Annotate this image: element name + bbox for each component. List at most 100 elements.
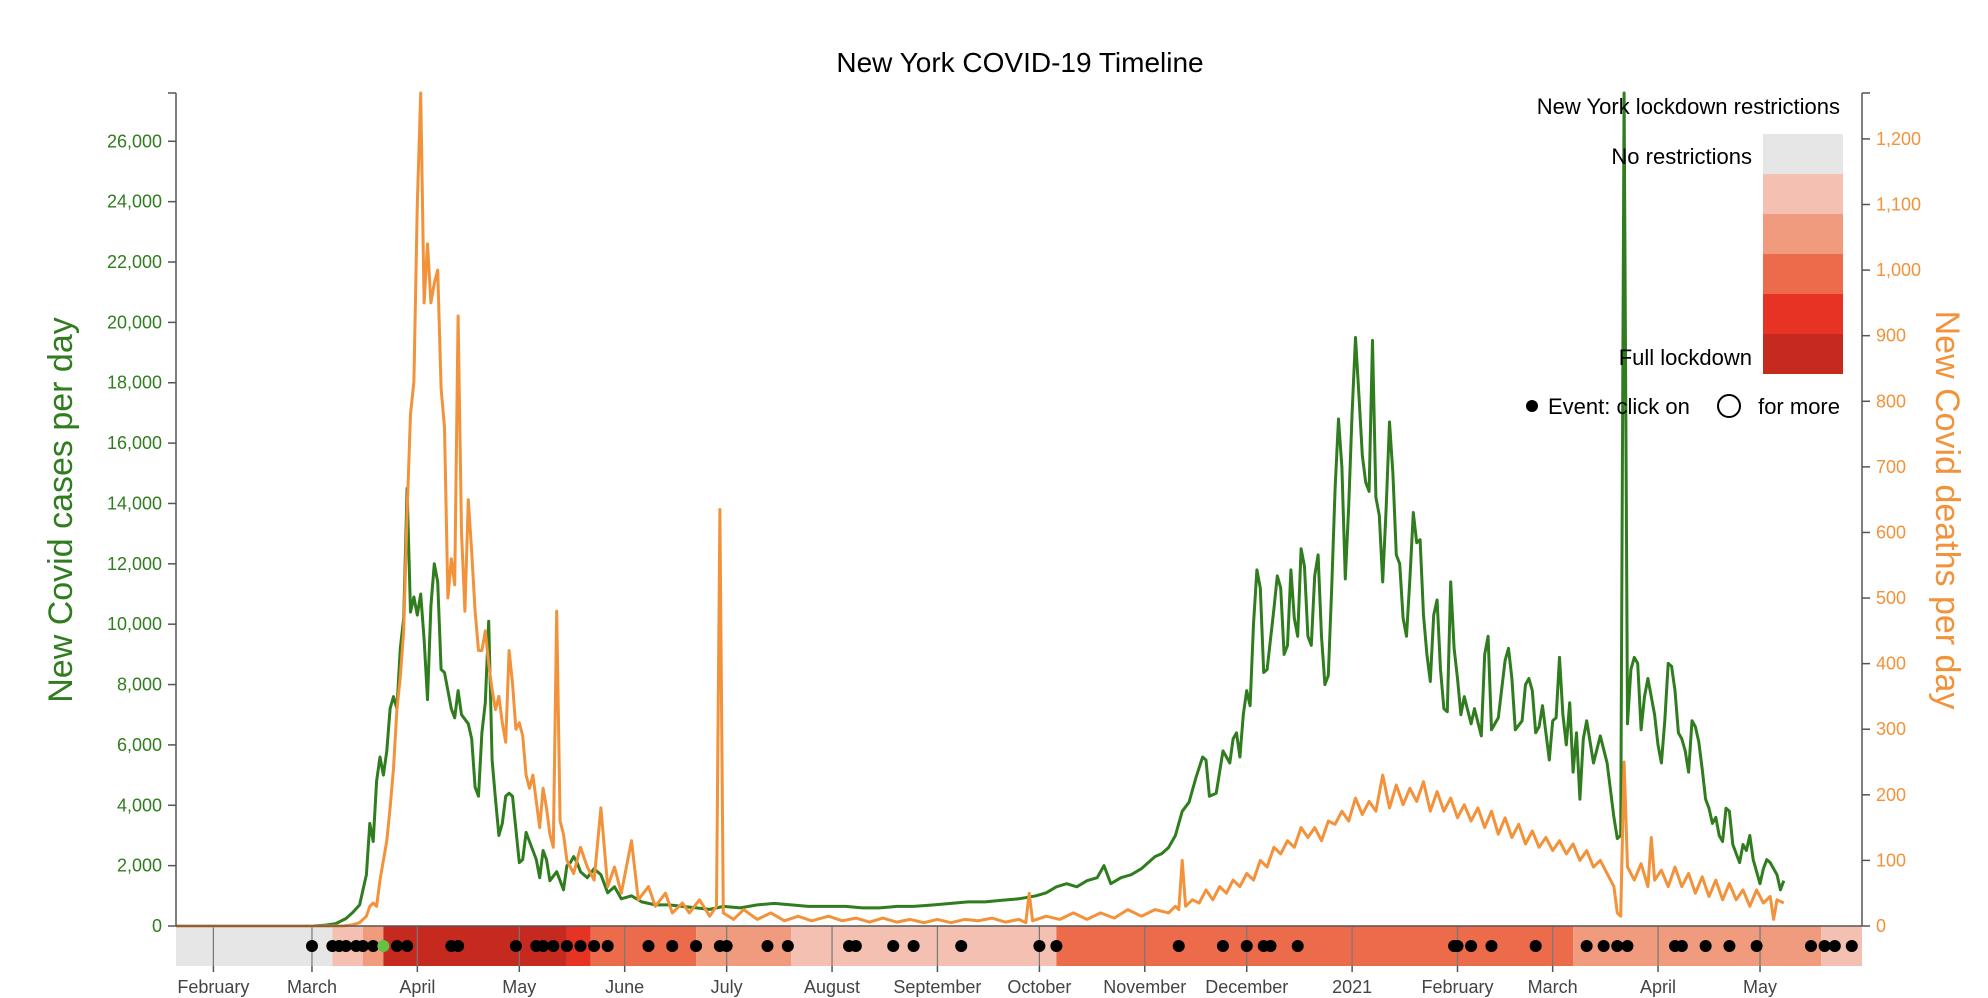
- event-marker[interactable]: [305, 940, 318, 952]
- event-marker[interactable]: [1216, 940, 1229, 952]
- event-marker[interactable]: [356, 940, 369, 952]
- event-marker[interactable]: [339, 940, 352, 952]
- event-marker[interactable]: [720, 940, 733, 952]
- legend-event-dot: [1526, 400, 1538, 412]
- x-tick-label: May: [502, 977, 536, 997]
- event-marker[interactable]: [1264, 940, 1277, 952]
- event-marker[interactable]: [642, 940, 655, 952]
- event-marker[interactable]: [377, 940, 390, 952]
- x-tick-label: May: [1743, 977, 1777, 997]
- event-marker[interactable]: [1050, 940, 1063, 952]
- left-tick-label: 8,000: [117, 675, 162, 695]
- event-marker[interactable]: [1485, 940, 1498, 952]
- right-tick-label: 300: [1876, 719, 1906, 739]
- left-tick-label: 22,000: [107, 252, 162, 272]
- right-tick-label: 500: [1876, 588, 1906, 608]
- left-tick-label: 0: [152, 916, 162, 936]
- event-marker[interactable]: [1240, 940, 1253, 952]
- x-axis: February March April May June July August Septe…: [176, 925, 1862, 997]
- event-marker[interactable]: [574, 940, 587, 952]
- right-tick-label: 900: [1876, 326, 1906, 346]
- lockdown-band-segment: [696, 926, 792, 966]
- event-marker[interactable]: [560, 940, 573, 952]
- right-tick-label: 1,000: [1876, 260, 1921, 280]
- right-tick-label: 1,100: [1876, 195, 1921, 215]
- event-marker[interactable]: [1597, 940, 1610, 952]
- event-marker[interactable]: [849, 940, 862, 952]
- legend-swatch: [1763, 294, 1843, 334]
- x-tick-label: March: [287, 977, 337, 997]
- event-marker[interactable]: [955, 940, 968, 952]
- cases-series-line: [176, 91, 1786, 928]
- event-marker[interactable]: [547, 940, 560, 952]
- event-marker[interactable]: [1033, 940, 1046, 952]
- left-tick-label: 14,000: [107, 493, 162, 513]
- left-tick-label: 12,000: [107, 554, 162, 574]
- event-marker[interactable]: [537, 940, 550, 952]
- event-marker[interactable]: [1805, 940, 1818, 952]
- legend-swatch: [1763, 174, 1843, 214]
- x-tick-label: October: [1007, 977, 1071, 997]
- x-tick-label: September: [893, 977, 981, 997]
- event-marker[interactable]: [588, 940, 601, 952]
- event-marker[interactable]: [401, 940, 414, 952]
- left-tick-label: 16,000: [107, 433, 162, 453]
- right-tick-label: 100: [1876, 850, 1906, 870]
- event-marker[interactable]: [1699, 940, 1712, 952]
- x-tick-label: February: [1421, 977, 1493, 997]
- chart-title: New York COVID-19 Timeline: [836, 47, 1203, 78]
- lockdown-band-segment: [1573, 926, 1822, 966]
- event-marker[interactable]: [1291, 940, 1304, 952]
- x-tick-label: August: [804, 977, 860, 997]
- legend-event-label: Event: click on: [1548, 394, 1690, 419]
- event-marker[interactable]: [1723, 940, 1736, 952]
- x-tick-label: March: [1528, 977, 1578, 997]
- left-tick-label: 6,000: [117, 735, 162, 755]
- event-marker[interactable]: [390, 940, 403, 952]
- legend-event-circle-icon[interactable]: [1717, 394, 1741, 418]
- event-markers: [305, 940, 1858, 952]
- right-tick-label: 400: [1876, 654, 1906, 674]
- event-marker[interactable]: [1529, 940, 1542, 952]
- event-marker[interactable]: [1172, 940, 1185, 952]
- event-marker[interactable]: [781, 940, 794, 952]
- legend-min-label: No restrictions: [1611, 144, 1752, 169]
- legend-swatch: [1763, 254, 1843, 294]
- left-tick-label: 20,000: [107, 312, 162, 332]
- event-marker[interactable]: [887, 940, 900, 952]
- event-marker[interactable]: [1675, 940, 1688, 952]
- event-marker[interactable]: [1611, 940, 1624, 952]
- left-y-axis-label: New Covid cases per day: [42, 317, 80, 703]
- event-marker[interactable]: [1621, 940, 1634, 952]
- left-tick-label: 10,000: [107, 614, 162, 634]
- event-marker[interactable]: [1818, 940, 1831, 952]
- event-marker[interactable]: [1580, 940, 1593, 952]
- event-marker[interactable]: [452, 940, 465, 952]
- event-marker[interactable]: [509, 940, 522, 952]
- event-marker[interactable]: [367, 940, 380, 952]
- event-marker[interactable]: [907, 940, 920, 952]
- legend-max-label: Full lockdown: [1619, 345, 1752, 370]
- event-marker[interactable]: [601, 940, 614, 952]
- event-marker[interactable]: [666, 940, 679, 952]
- event-marker[interactable]: [1465, 940, 1478, 952]
- right-y-axis: 0 100 200 300 400 500 600 700 800 900 1,000 1,100 1,…: [1861, 92, 1921, 936]
- lockdown-band-segment: [791, 926, 1057, 966]
- event-marker[interactable]: [1750, 940, 1763, 952]
- right-tick-label: 800: [1876, 391, 1906, 411]
- legend-event-suffix: for more: [1758, 394, 1840, 419]
- legend-swatch: [1763, 214, 1843, 254]
- event-marker[interactable]: [1845, 940, 1858, 952]
- right-tick-label: 1,200: [1876, 129, 1921, 149]
- series-group: [176, 91, 1786, 928]
- x-tick-label: November: [1103, 977, 1186, 997]
- event-marker[interactable]: [761, 940, 774, 952]
- event-marker[interactable]: [1451, 940, 1464, 952]
- x-tick-label: June: [605, 977, 644, 997]
- deaths-series-line: [176, 91, 1785, 928]
- x-tick-label: July: [711, 977, 743, 997]
- event-marker[interactable]: [1828, 940, 1841, 952]
- right-tick-label: 600: [1876, 522, 1906, 542]
- event-marker[interactable]: [690, 940, 703, 952]
